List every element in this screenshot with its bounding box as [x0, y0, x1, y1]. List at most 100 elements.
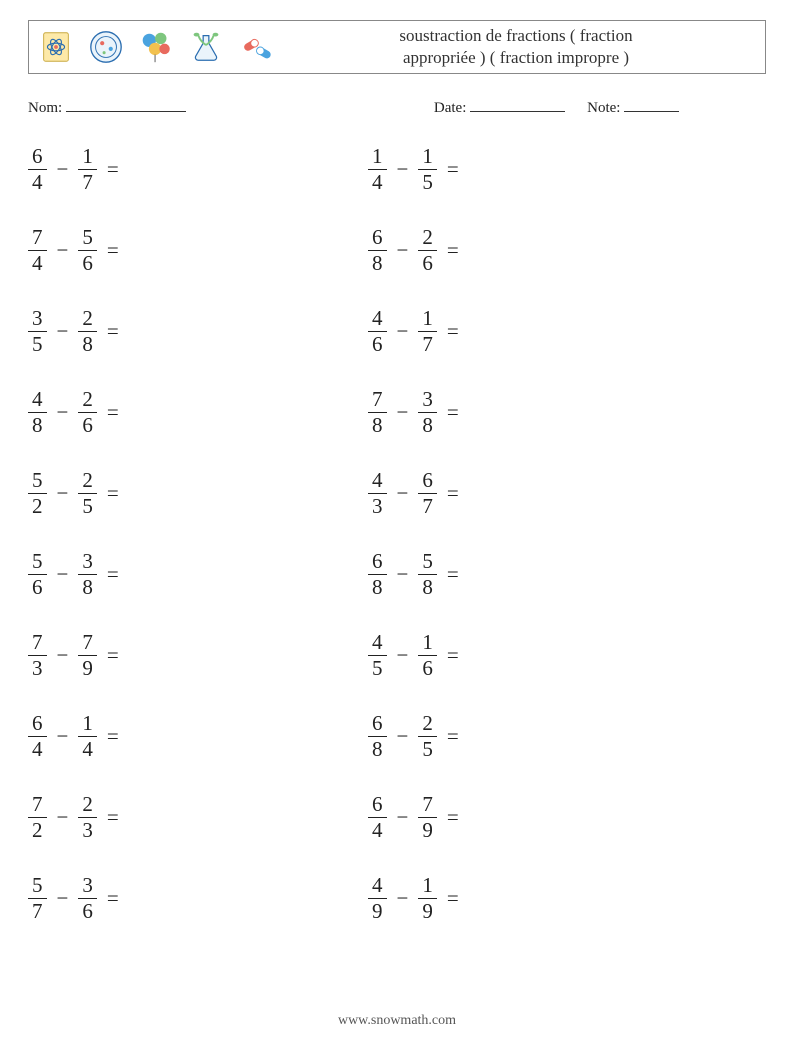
score-label: Note:: [587, 100, 620, 116]
problem-row: 48−26=: [28, 388, 368, 438]
header-icons: [37, 28, 275, 66]
equals-sign: =: [97, 481, 119, 506]
problem-row: 45−16=: [368, 631, 708, 681]
numerator: 5: [28, 874, 47, 897]
numerator: 2: [78, 793, 97, 816]
footer-text: www.snowmath.com: [338, 1013, 456, 1028]
minus-sign: −: [387, 724, 419, 749]
numerator: 1: [418, 631, 437, 654]
denominator: 7: [418, 333, 437, 356]
score-blank[interactable]: [624, 96, 679, 112]
denominator: 2: [28, 819, 47, 842]
problem-row: 14−15=: [368, 145, 708, 195]
numerator: 7: [28, 793, 47, 816]
denominator: 7: [418, 495, 437, 518]
numerator: 6: [368, 550, 387, 573]
numerator: 4: [368, 307, 387, 330]
problem-row: 35−28=: [28, 307, 368, 357]
numerator: 7: [368, 388, 387, 411]
denominator: 6: [78, 900, 97, 923]
equals-sign: =: [97, 643, 119, 668]
denominator: 6: [418, 657, 437, 680]
date-blank[interactable]: [470, 96, 565, 112]
numerator: 5: [418, 550, 437, 573]
title-line-2: appropriée ) ( fraction impropre ): [403, 48, 629, 67]
problem-row: 56−38=: [28, 550, 368, 600]
numerator: 1: [418, 874, 437, 897]
minus-sign: −: [47, 562, 79, 587]
problem-row: 72−23=: [28, 793, 368, 843]
fraction: 68: [368, 550, 387, 599]
problem-row: 43−67=: [368, 469, 708, 519]
equals-sign: =: [437, 805, 459, 830]
problem-row: 64−14=: [28, 712, 368, 762]
problem-row: 68−26=: [368, 226, 708, 276]
numerator: 5: [78, 226, 97, 249]
numerator: 2: [78, 388, 97, 411]
fraction: 36: [78, 874, 97, 923]
problem-row: 68−25=: [368, 712, 708, 762]
equals-sign: =: [437, 400, 459, 425]
fraction: 56: [78, 226, 97, 275]
denominator: 7: [78, 171, 97, 194]
equals-sign: =: [97, 319, 119, 344]
numerator: 1: [368, 145, 387, 168]
problem-row: 64−79=: [368, 793, 708, 843]
flask-icon: [187, 28, 225, 66]
denominator: 4: [368, 819, 387, 842]
denominator: 6: [418, 252, 437, 275]
fraction: 48: [28, 388, 47, 437]
equals-sign: =: [437, 238, 459, 263]
numerator: 6: [28, 145, 47, 168]
denominator: 4: [368, 171, 387, 194]
worksheet-title: soustraction de fractions ( fraction app…: [275, 25, 757, 69]
fraction: 17: [418, 307, 437, 356]
numerator: 5: [28, 550, 47, 573]
fraction: 79: [418, 793, 437, 842]
denominator: 5: [78, 495, 97, 518]
numerator: 5: [28, 469, 47, 492]
minus-sign: −: [47, 238, 79, 263]
denominator: 3: [78, 819, 97, 842]
denominator: 4: [78, 738, 97, 761]
numerator: 1: [418, 145, 437, 168]
fraction: 14: [368, 145, 387, 194]
fraction: 35: [28, 307, 47, 356]
fraction: 52: [28, 469, 47, 518]
balloons-icon: [137, 28, 175, 66]
denominator: 4: [28, 738, 47, 761]
denominator: 5: [418, 171, 437, 194]
fraction: 14: [78, 712, 97, 761]
atom-icon: [37, 28, 75, 66]
denominator: 6: [78, 252, 97, 275]
fraction: 25: [418, 712, 437, 761]
meta-row: Nom: Date: Note:: [28, 96, 766, 117]
denominator: 3: [28, 657, 47, 680]
numerator: 1: [418, 307, 437, 330]
minus-sign: −: [47, 886, 79, 911]
fraction: 43: [368, 469, 387, 518]
problem-row: 68−58=: [368, 550, 708, 600]
numerator: 6: [418, 469, 437, 492]
fraction: 64: [368, 793, 387, 842]
fraction: 49: [368, 874, 387, 923]
name-blank[interactable]: [66, 96, 186, 112]
numerator: 3: [78, 550, 97, 573]
denominator: 8: [368, 576, 387, 599]
problem-row: 52−25=: [28, 469, 368, 519]
denominator: 5: [418, 738, 437, 761]
fraction: 15: [418, 145, 437, 194]
equals-sign: =: [97, 238, 119, 263]
score-field: Note:: [587, 96, 679, 117]
fraction: 73: [28, 631, 47, 680]
title-line-1: soustraction de fractions ( fraction: [399, 26, 632, 45]
problem-row: 49−19=: [368, 874, 708, 924]
numerator: 7: [78, 631, 97, 654]
denominator: 8: [418, 414, 437, 437]
minus-sign: −: [387, 805, 419, 830]
equals-sign: =: [437, 562, 459, 587]
equals-sign: =: [97, 400, 119, 425]
fraction: 38: [418, 388, 437, 437]
numerator: 4: [368, 874, 387, 897]
denominator: 8: [78, 333, 97, 356]
